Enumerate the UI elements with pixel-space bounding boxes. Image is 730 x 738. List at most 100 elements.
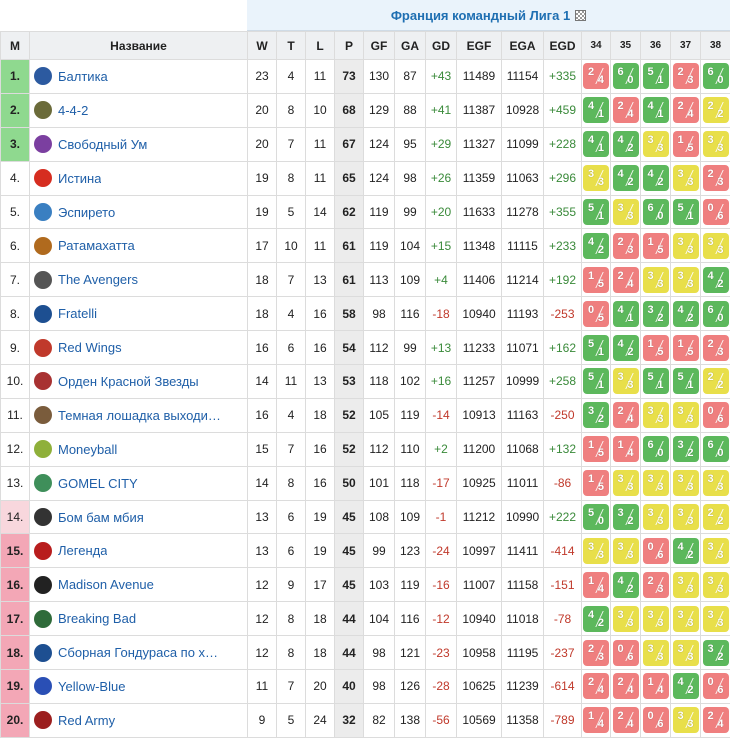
col-header-egd[interactable]: EGD	[543, 31, 582, 60]
team-link[interactable]: Red Wings	[58, 340, 122, 356]
team-logo-icon[interactable]	[34, 203, 52, 221]
team-logo-icon[interactable]	[34, 677, 52, 696]
col-header-w[interactable]: W	[247, 31, 277, 60]
team-link[interactable]: Легенда	[58, 543, 108, 559]
team-logo-icon[interactable]	[34, 372, 52, 391]
col-header-pos[interactable]: М	[0, 31, 30, 60]
col-header-p[interactable]: P	[334, 31, 364, 60]
team-logo-icon[interactable]	[34, 135, 52, 154]
team-logo-icon[interactable]	[34, 643, 52, 662]
team-logo-icon[interactable]	[34, 236, 52, 255]
team-logo-icon[interactable]	[34, 474, 52, 493]
team-link[interactable]: Ратамахатта	[58, 238, 135, 254]
team-link[interactable]: GOMEL CITY	[58, 475, 138, 491]
team-logo-icon[interactable]	[34, 67, 52, 86]
col-header-ega[interactable]: EGA	[501, 31, 544, 60]
team-link[interactable]: Балтика	[58, 68, 108, 84]
col-header-t[interactable]: T	[276, 31, 306, 60]
team-logo-icon[interactable]	[34, 541, 52, 560]
team-logo-icon[interactable]	[34, 101, 52, 120]
team-link[interactable]: Бом бам мбия	[58, 509, 144, 525]
team-link[interactable]: Breaking Bad	[58, 611, 137, 627]
team-link[interactable]: Орден Красной Звезды	[58, 373, 199, 389]
team-link[interactable]: Moneyball	[58, 441, 118, 457]
team-logo-icon[interactable]	[34, 304, 52, 323]
col-header-round-34[interactable]: 34	[581, 31, 611, 60]
team-link[interactable]: Эспирето	[58, 204, 116, 220]
team-logo-icon[interactable]	[34, 440, 52, 459]
team-link[interactable]: Madison Avenue	[58, 577, 154, 593]
col-header-round-37[interactable]: 37	[670, 31, 701, 60]
team-logo-icon[interactable]	[34, 169, 52, 188]
col-header-gf[interactable]: GF	[363, 31, 395, 60]
team-logo-icon[interactable]	[34, 711, 52, 730]
col-header-team[interactable]: Название	[29, 31, 248, 60]
team-logo-icon[interactable]	[34, 575, 52, 594]
